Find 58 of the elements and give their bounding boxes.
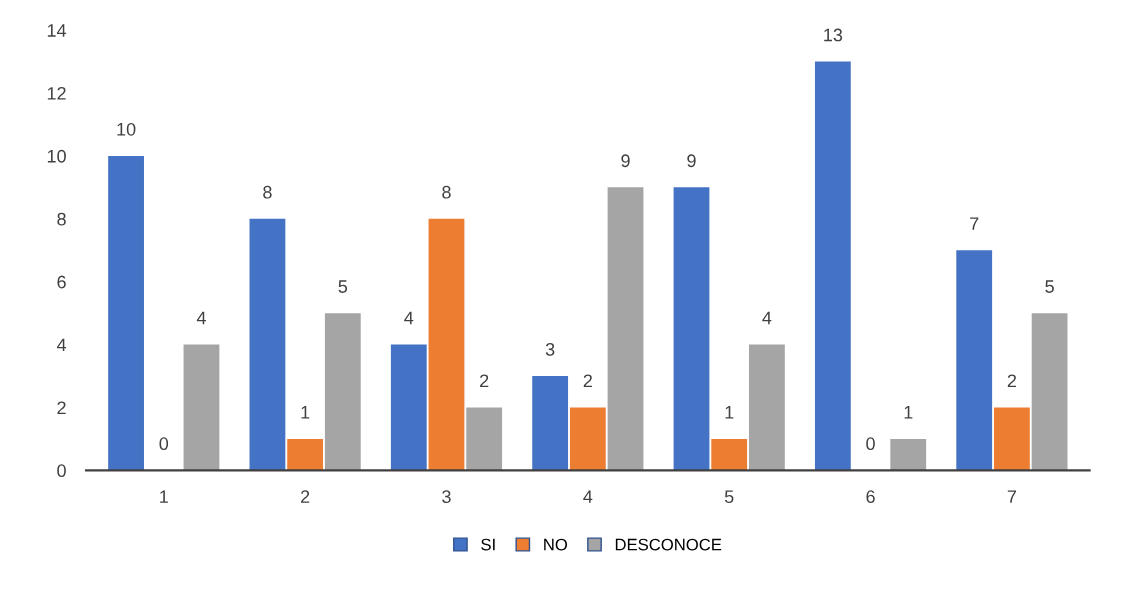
data-label: 9 xyxy=(687,154,696,168)
bar xyxy=(1031,313,1068,471)
data-label: 2 xyxy=(480,374,489,388)
bar xyxy=(711,438,748,471)
data-label: 9 xyxy=(621,154,630,168)
bar xyxy=(607,187,644,471)
data-label: 1 xyxy=(301,406,310,419)
bar xyxy=(532,376,569,471)
data-label: 4 xyxy=(404,311,414,325)
data-label: 10 xyxy=(117,122,136,136)
bar xyxy=(108,155,144,471)
bar xyxy=(994,407,1030,471)
bar xyxy=(569,407,606,471)
y-tick-label: 8 xyxy=(57,212,66,226)
y-tick-label: 10 xyxy=(47,149,66,163)
x-tick-label: 6 xyxy=(866,490,875,504)
legend-label: DESCONOCE xyxy=(615,538,722,551)
y-tick-label: 12 xyxy=(47,86,66,100)
bar xyxy=(890,438,927,471)
data-label: 5 xyxy=(338,280,348,293)
legend-label: SI xyxy=(481,538,495,551)
bar xyxy=(428,218,465,471)
data-label: 1 xyxy=(725,406,734,419)
data-label: 0 xyxy=(159,437,169,451)
data-label: 5 xyxy=(1045,280,1054,293)
bar xyxy=(249,218,286,471)
x-tick-label: 2 xyxy=(301,490,310,503)
bar xyxy=(673,187,710,471)
data-label: 0 xyxy=(866,437,875,451)
y-tick-label: 0 xyxy=(57,464,66,478)
bar xyxy=(390,344,427,471)
x-tick-label: 5 xyxy=(724,490,734,504)
data-label: 13 xyxy=(824,28,843,42)
x-tick-label: 7 xyxy=(1007,490,1017,503)
data-label: 2 xyxy=(1007,374,1017,388)
legend-label: NO xyxy=(544,538,568,551)
bar xyxy=(466,407,503,471)
x-tick-label: 4 xyxy=(583,490,593,503)
data-label: 8 xyxy=(263,185,272,199)
y-tick-label: 6 xyxy=(57,275,66,289)
x-tick-label: 1 xyxy=(160,490,168,503)
bar xyxy=(183,344,220,471)
y-tick-label: 2 xyxy=(57,401,66,414)
bar xyxy=(748,344,785,471)
data-label: 7 xyxy=(970,217,979,230)
y-tick-label: 4 xyxy=(56,338,67,352)
x-tick-label: 3 xyxy=(442,490,451,504)
data-label: 2 xyxy=(583,374,592,388)
data-label: 4 xyxy=(762,311,772,325)
bar xyxy=(956,250,993,471)
bar xyxy=(814,61,851,471)
bar xyxy=(287,438,324,471)
data-label: 8 xyxy=(442,185,451,199)
y-tick-label: 14 xyxy=(47,24,67,37)
data-label: 1 xyxy=(904,406,913,419)
bar xyxy=(324,313,361,471)
data-label: 4 xyxy=(196,311,206,325)
data-label: 3 xyxy=(545,342,555,356)
